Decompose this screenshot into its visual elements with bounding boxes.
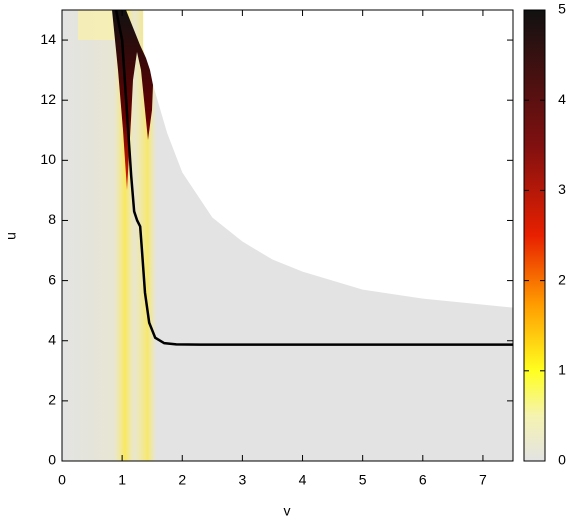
x-tick-label: 0	[58, 472, 66, 488]
colorbar-tick-label: 2	[558, 271, 566, 287]
curve	[114, 9, 513, 346]
colorbar-tick-label: 4	[558, 91, 566, 107]
heatmap-band-top	[78, 10, 118, 40]
x-tick-label: 5	[359, 472, 367, 488]
y-tick-label: 4	[48, 331, 56, 347]
y-tick-label: 12	[40, 91, 56, 107]
colorbar-tick-label: 0	[558, 452, 566, 468]
x-tick-label: 7	[479, 472, 487, 488]
y-tick-label: 10	[40, 151, 56, 167]
x-tick-label: 1	[118, 472, 126, 488]
x-tick-label: 4	[299, 472, 307, 488]
x-tick-label: 6	[419, 472, 427, 488]
y-axis-label: u	[3, 232, 19, 240]
colorbar-tick-label: 3	[558, 181, 566, 197]
y-tick-label: 2	[48, 392, 56, 408]
y-tick-label: 0	[48, 452, 56, 468]
y-tick-label: 14	[40, 31, 56, 47]
domain-edge	[143, 10, 513, 308]
colorbar	[523, 9, 546, 462]
plot-frame	[61, 9, 514, 462]
y-tick-label: 8	[48, 211, 56, 227]
colorbar-tick-label: 5	[558, 1, 566, 17]
x-axis-label: v	[284, 503, 291, 519]
x-tick-label: 3	[239, 472, 247, 488]
y-tick-label: 6	[48, 271, 56, 287]
colorbar-tick-label: 1	[558, 362, 566, 378]
x-tick-label: 2	[178, 472, 186, 488]
